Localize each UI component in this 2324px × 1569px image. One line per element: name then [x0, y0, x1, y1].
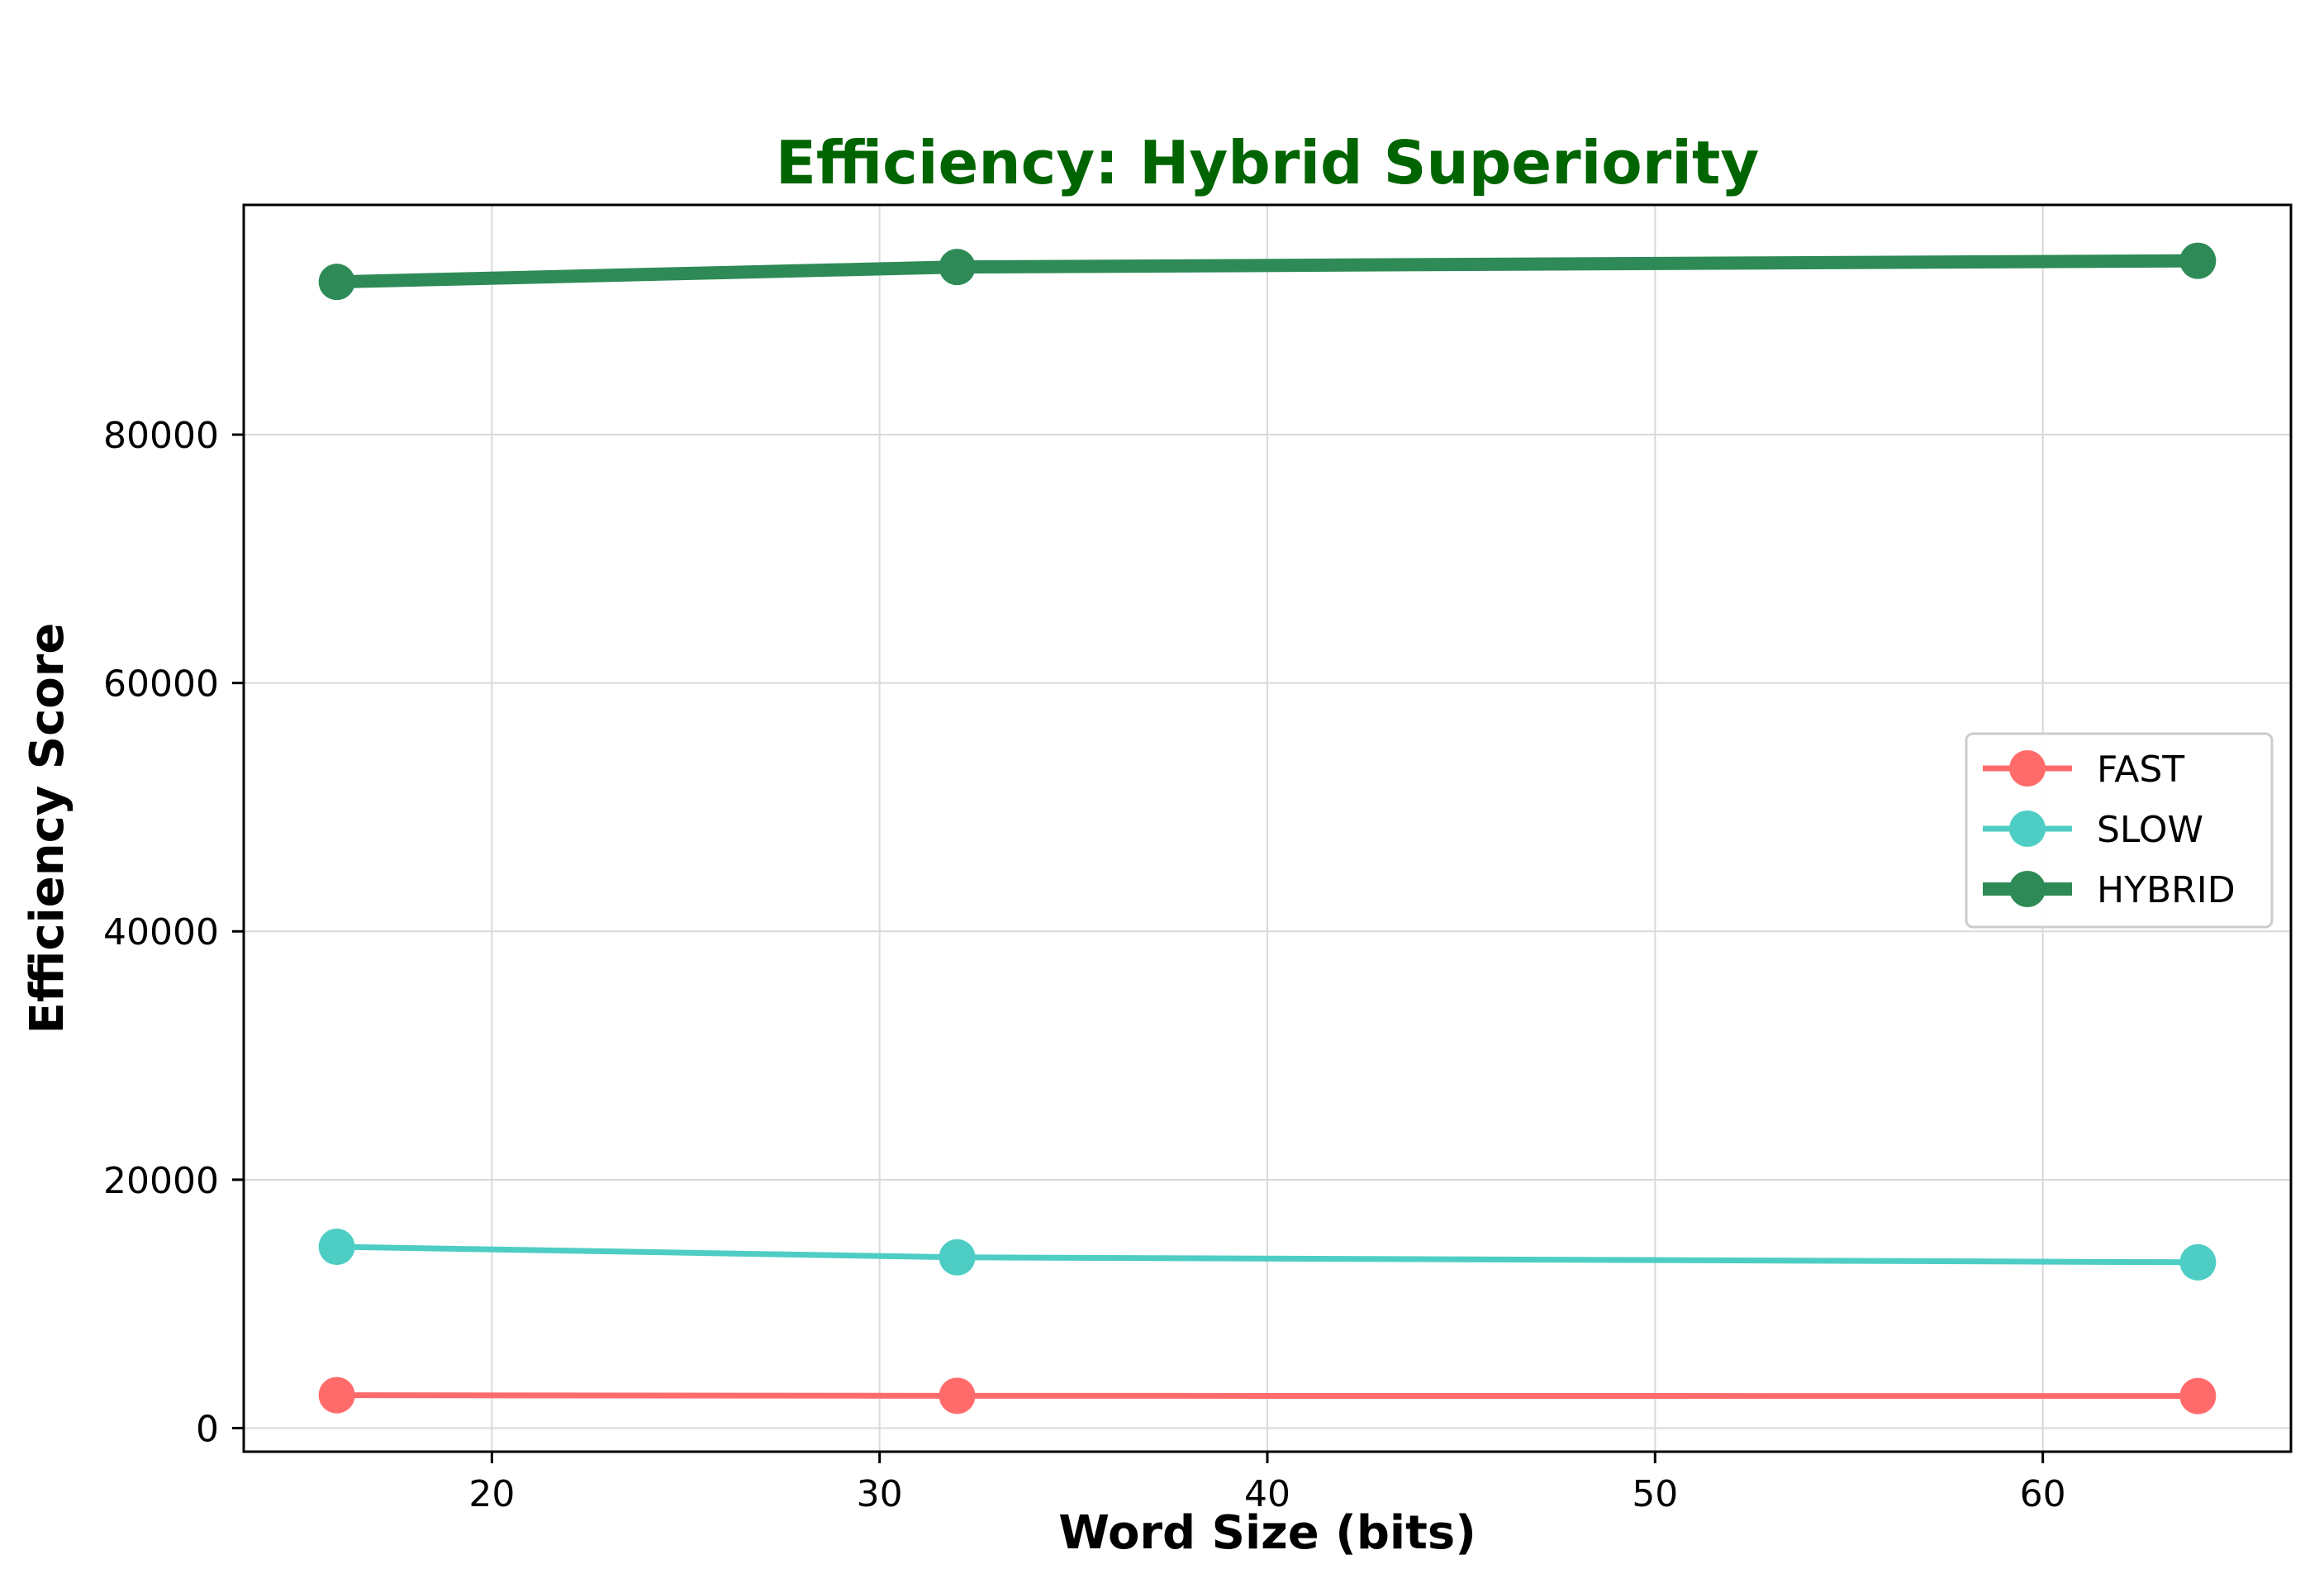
data-point-hybrid [939, 249, 976, 286]
legend-marker-fast [2009, 750, 2046, 787]
x-axis-ticks: 20 30 40 50 60 [468, 1452, 2066, 1515]
legend-marker-hybrid [2009, 871, 2046, 907]
x-tick-label: 30 [857, 1473, 903, 1515]
legend-marker-slow [2009, 811, 2046, 847]
x-tick-label: 60 [2020, 1473, 2066, 1515]
data-point-hybrid [318, 264, 355, 301]
y-axis-label: Efficiency Score [21, 623, 74, 1034]
y-tick-label: 40000 [103, 911, 219, 953]
legend-label-hybrid: HYBRID [2097, 869, 2236, 911]
data-point-slow [318, 1229, 355, 1266]
legend: FAST SLOW HYBRID [1965, 732, 2274, 929]
series-layer [318, 242, 2217, 1414]
y-tick-label: 20000 [103, 1160, 219, 1202]
data-point-fast [318, 1376, 355, 1414]
legend-label-slow: SLOW [2097, 809, 2203, 851]
x-tick-label: 20 [468, 1473, 515, 1515]
data-point-hybrid [2179, 242, 2217, 279]
series-line-fast [336, 1392, 2198, 1400]
data-point-slow [2179, 1243, 2217, 1281]
data-point-fast [2179, 1377, 2217, 1414]
y-axis-ticks: 0 20000 40000 60000 80000 [103, 415, 244, 1450]
x-tick-label: 40 [1244, 1473, 1290, 1515]
x-tick-label: 50 [1632, 1473, 1678, 1515]
y-tick-label: 80000 [103, 415, 219, 457]
data-point-slow [939, 1239, 976, 1276]
y-tick-label: 0 [196, 1408, 219, 1450]
chart-title: Efficiency: Hybrid Superiority [776, 128, 1760, 197]
x-axis-label: Word Size (bits) [1058, 1506, 1476, 1560]
legend-box [1965, 732, 2274, 929]
data-point-fast [939, 1377, 976, 1414]
y-tick-label: 60000 [103, 663, 219, 706]
legend-label-fast: FAST [2097, 749, 2184, 791]
grid [244, 205, 2291, 1452]
